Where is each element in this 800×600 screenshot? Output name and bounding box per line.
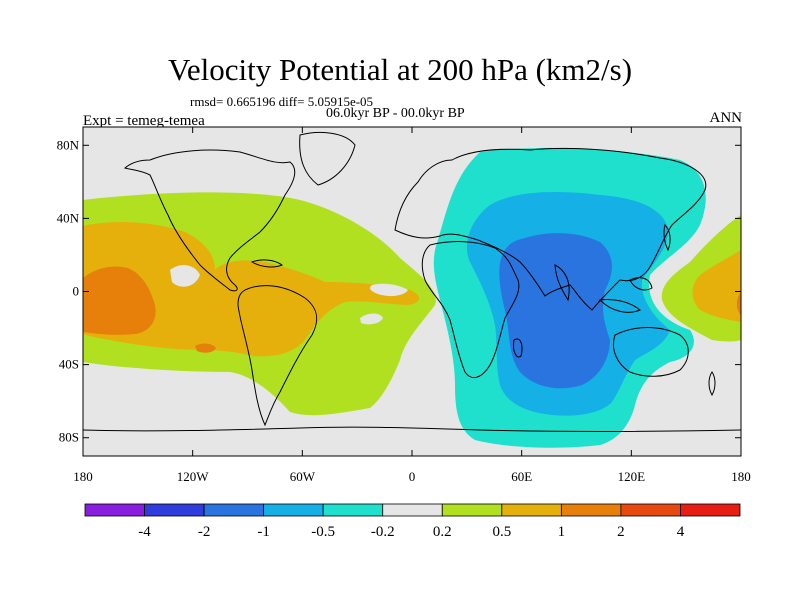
colorbar-swatch — [382, 503, 443, 517]
lat-tick-label: 80N — [57, 137, 80, 152]
colorbar-label: -1 — [257, 524, 270, 540]
experiment-label: Expt = temeg-temea — [83, 113, 205, 129]
lon-tick-label: 60E — [511, 469, 532, 484]
colorbar-label: -0.2 — [371, 524, 395, 540]
colorbar-swatch — [263, 503, 324, 517]
colorbar-label: -0.5 — [311, 524, 335, 540]
contour-negative-1 — [499, 233, 612, 389]
colorbar-swatch — [144, 503, 205, 517]
colorbar-swatch — [620, 503, 681, 517]
lat-tick-label: 80S — [59, 430, 79, 445]
colorbar-swatch — [441, 503, 503, 517]
colorbar-label: -4 — [138, 524, 151, 540]
axis-ticks: 80N 40N 0 40S 80S 180 120W 60W 0 60E 120E 180 — [57, 127, 751, 484]
plot-title: Velocity Potential at 200 hPa (km2/s) — [167, 52, 633, 87]
map-field — [83, 127, 741, 456]
stats-text: rmsd= 0.665196 diff= 5.05915e-05 — [190, 94, 374, 109]
lat-tick-label: 0 — [73, 284, 80, 299]
lon-tick-label: 0 — [409, 469, 416, 484]
lon-tick-label: 60W — [290, 469, 316, 484]
contour-neutral-hole-b — [360, 313, 383, 325]
contour-positive-1 — [83, 266, 156, 335]
colorbar-label: 2 — [617, 524, 625, 540]
colorbar-swatch — [203, 503, 265, 517]
colorbar-swatch — [322, 503, 384, 517]
contour-positive-0-5 — [83, 222, 420, 357]
lon-tick-label: 120W — [177, 469, 210, 484]
colorbar-swatch — [501, 503, 562, 517]
period-label: 06.0kyr BP - 00.0kyr BP — [326, 106, 465, 121]
lon-tick-label: 120E — [618, 469, 646, 484]
contour-neutral-hole-c — [170, 265, 200, 287]
colorbar-swatch — [84, 503, 145, 517]
colorbar-swatch — [680, 503, 741, 517]
colorbar-label: 0.2 — [433, 524, 452, 540]
lon-tick-label: 180 — [731, 469, 751, 484]
colorbar-label: 1 — [558, 524, 566, 540]
contour-positive-1-east — [736, 292, 741, 316]
colorbar-label: 4 — [677, 524, 685, 540]
colorbar: -4 -2 -1 -0.5 -0.2 0.2 0.5 1 2 4 — [84, 503, 741, 540]
coastlines — [83, 132, 741, 432]
contour-positive-0-5-east — [692, 250, 741, 322]
lat-tick-label: 40S — [59, 357, 79, 372]
contour-neutral-hole-a — [370, 283, 408, 297]
colorbar-swatch — [560, 503, 622, 517]
lat-tick-label: 40N — [57, 210, 80, 225]
colorbar-label: 0.5 — [492, 524, 511, 540]
colorbar-label: -2 — [198, 524, 211, 540]
season-label: ANN — [709, 110, 743, 126]
contour-positive-1-small — [195, 343, 216, 353]
lon-tick-label: 180 — [73, 469, 93, 484]
